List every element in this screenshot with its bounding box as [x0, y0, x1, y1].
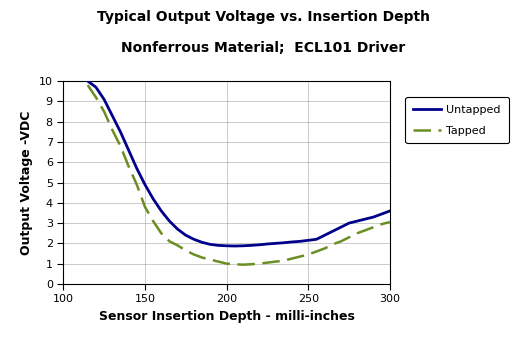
Untapped [346, 221, 353, 225]
Tapped [101, 110, 108, 114]
Tapped [125, 164, 132, 168]
Tapped [167, 239, 173, 243]
Untapped [134, 166, 140, 170]
Untapped [289, 240, 295, 244]
Tapped [150, 219, 157, 223]
Untapped [109, 114, 115, 118]
Tapped [305, 252, 311, 257]
Tapped [387, 220, 393, 224]
Tapped [314, 249, 320, 254]
Tapped [338, 239, 344, 243]
Untapped [84, 79, 91, 83]
Tapped [183, 248, 189, 252]
Tapped [158, 231, 164, 235]
Tapped [321, 246, 328, 250]
Tapped [289, 257, 295, 261]
Tapped [134, 183, 140, 187]
Untapped [354, 219, 360, 223]
Tapped [346, 235, 353, 239]
Tapped [191, 252, 197, 257]
Tapped [378, 222, 385, 226]
Untapped [248, 243, 255, 247]
Tapped [93, 95, 99, 99]
Text: Typical Output Voltage vs. Insertion Depth: Typical Output Voltage vs. Insertion Dep… [97, 10, 430, 24]
X-axis label: Sensor Insertion Depth - milli-inches: Sensor Insertion Depth - milli-inches [99, 310, 355, 323]
Tapped [354, 231, 360, 235]
Untapped [93, 85, 99, 89]
Untapped [207, 242, 213, 246]
Untapped [150, 197, 157, 201]
Untapped [321, 233, 328, 237]
Untapped [142, 183, 148, 187]
Tapped [297, 255, 304, 259]
Untapped [223, 244, 230, 248]
Untapped [125, 148, 132, 152]
Text: Nonferrous Material;  ECL101 Driver: Nonferrous Material; ECL101 Driver [121, 41, 406, 54]
Line: Tapped: Tapped [87, 85, 390, 265]
Untapped [330, 229, 336, 233]
Untapped [281, 241, 287, 245]
Tapped [118, 144, 124, 148]
Tapped [142, 205, 148, 209]
Y-axis label: Output Voltage -VDC: Output Voltage -VDC [20, 110, 33, 255]
Untapped [174, 227, 181, 231]
Tapped [174, 243, 181, 247]
Tapped [248, 262, 255, 266]
Untapped [265, 242, 271, 246]
Untapped [256, 243, 262, 247]
Tapped [281, 259, 287, 263]
Tapped [330, 242, 336, 246]
Tapped [256, 262, 262, 266]
Untapped [363, 217, 369, 221]
Untapped [378, 212, 385, 216]
Untapped [370, 215, 377, 219]
Untapped [101, 97, 108, 101]
Untapped [297, 239, 304, 243]
Untapped [314, 237, 320, 241]
Legend: Untapped, Tapped: Untapped, Tapped [405, 97, 509, 144]
Tapped [84, 83, 91, 87]
Untapped [216, 243, 222, 247]
Untapped [272, 241, 279, 245]
Tapped [232, 262, 238, 266]
Untapped [232, 244, 238, 248]
Tapped [207, 258, 213, 262]
Tapped [265, 261, 271, 265]
Untapped [387, 209, 393, 213]
Tapped [223, 262, 230, 266]
Tapped [363, 228, 369, 232]
Untapped [338, 225, 344, 229]
Line: Untapped: Untapped [87, 81, 390, 246]
Tapped [216, 260, 222, 264]
Untapped [191, 237, 197, 241]
Untapped [167, 219, 173, 223]
Untapped [199, 240, 206, 244]
Tapped [272, 260, 279, 264]
Untapped [183, 233, 189, 237]
Untapped [158, 209, 164, 213]
Tapped [109, 128, 115, 132]
Untapped [118, 130, 124, 134]
Tapped [370, 225, 377, 229]
Tapped [240, 263, 246, 267]
Tapped [199, 256, 206, 260]
Untapped [305, 238, 311, 242]
Untapped [240, 244, 246, 248]
